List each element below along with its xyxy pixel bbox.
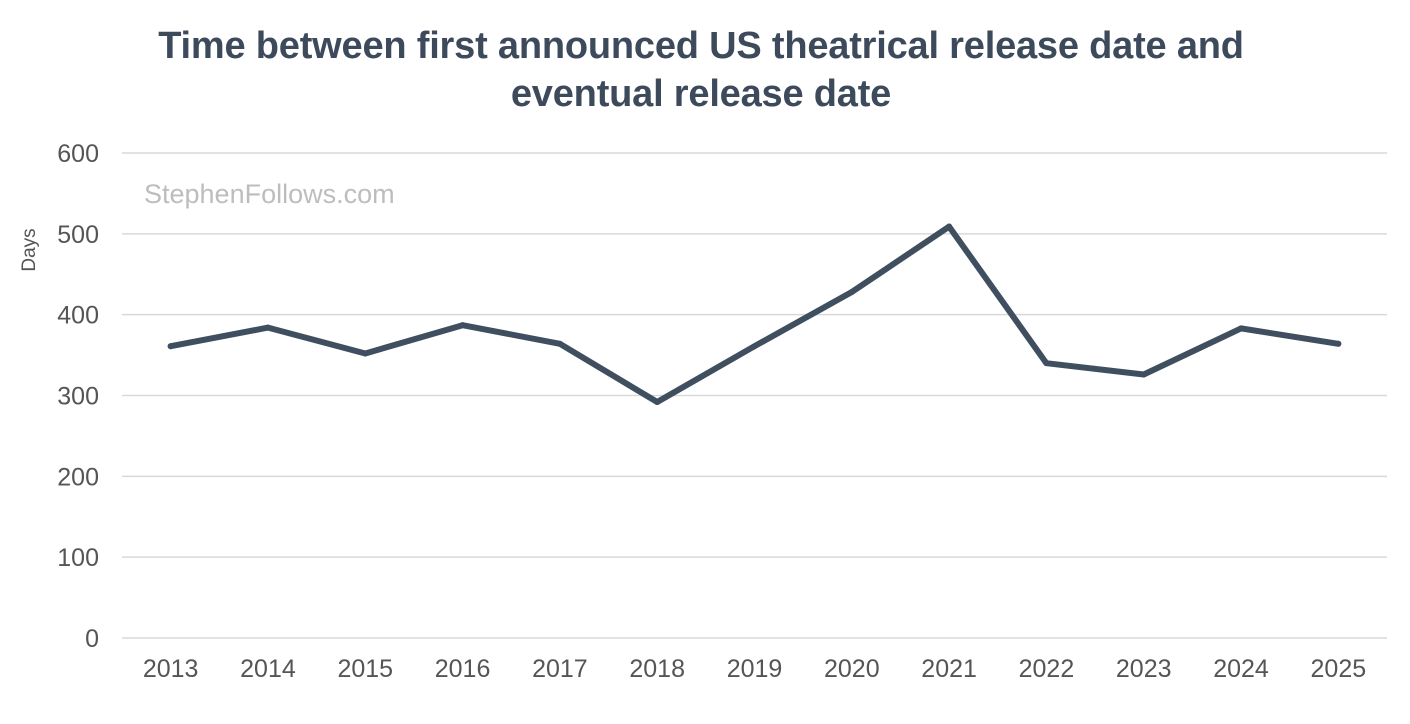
watermark-text: StephenFollows.com: [144, 179, 395, 209]
x-tick-label: 2015: [337, 655, 393, 683]
data-point-2023: [1140, 371, 1147, 378]
data-point-2021: [946, 223, 953, 230]
y-tick-label: 500: [57, 221, 99, 249]
x-tick-label: 2021: [921, 655, 977, 683]
x-tick-label: 2013: [143, 655, 199, 683]
chart-title-line-2: eventual release date: [510, 73, 892, 115]
x-tick-label: 2016: [435, 655, 491, 683]
data-point-2020: [848, 289, 855, 296]
y-tick-label: 400: [57, 302, 99, 330]
data-point-2025: [1335, 340, 1342, 347]
data-point-2016: [459, 322, 466, 329]
y-tick-label: 0: [85, 625, 99, 653]
data-point-2024: [1238, 325, 1245, 332]
x-axis-ticks: 2013 2014 2015 2016 2017 2018 2019 2020 2021 2022…: [143, 655, 1366, 683]
data-point-2018: [654, 398, 661, 405]
data-point-2013: [167, 343, 174, 350]
y-axis-ticks: 0 100 200 300 400 500 600: [57, 140, 99, 653]
x-tick-label: 2023: [1116, 655, 1172, 683]
x-tick-label: 2025: [1311, 655, 1367, 683]
gridlines: [122, 152, 1387, 639]
data-point-2017: [556, 340, 563, 347]
chart-title: Time between first announced US theatric…: [0, 22, 1402, 118]
data-point-2014: [264, 324, 271, 331]
y-tick-label: 100: [57, 544, 99, 572]
data-point-2022: [1043, 360, 1050, 367]
x-tick-label: 2022: [1019, 655, 1075, 683]
x-tick-label: 2020: [824, 655, 880, 683]
series-layer: [167, 223, 1342, 405]
y-tick-label: 600: [57, 140, 99, 168]
x-tick-label: 2014: [240, 655, 296, 683]
x-tick-label: 2024: [1213, 655, 1269, 683]
data-point-2019: [751, 343, 758, 350]
x-tick-label: 2018: [629, 655, 685, 683]
chart-title-line-1: Time between first announced US theatric…: [158, 25, 1244, 67]
data-point-2015: [362, 350, 369, 357]
x-tick-label: 2017: [532, 655, 588, 683]
y-tick-label: 200: [57, 463, 99, 491]
y-axis-title: Days: [19, 228, 40, 271]
y-tick-label: 300: [57, 383, 99, 411]
x-tick-label: 2019: [727, 655, 783, 683]
